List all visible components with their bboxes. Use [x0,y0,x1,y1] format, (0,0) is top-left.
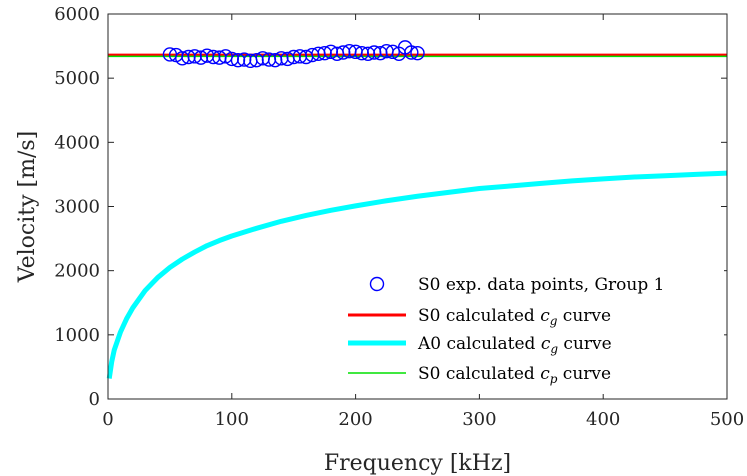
tick-labels: 0 100 200 300 400 500010002000300040005000600… [54,4,744,430]
x-tick-label: 300 [462,409,496,430]
y-axis-label: Velocity [m/s] [15,131,40,284]
legend-entry-label: S0 exp. data points, Group 1 [418,275,664,295]
data-point [385,44,400,60]
y-tick-label: 0 [89,389,100,410]
y-tick-label: 2000 [54,261,100,282]
y-tick-label: 5000 [54,68,100,89]
y-tick-label: 6000 [54,4,100,25]
series-line-2 [106,170,728,379]
data-point [410,45,425,61]
x-tick-label: 100 [215,409,249,430]
x-axis-label: Frequency [kHz] [324,451,511,476]
data-point [404,45,419,60]
y-tick-label: 1000 [54,325,100,346]
x-tick-label: 500 [710,409,744,430]
ticks-layer [107,13,728,400]
x-tick-label: 200 [338,409,372,430]
series-layer [106,40,728,379]
x-tick-label: 0 [102,409,113,430]
legend-marker [369,276,385,292]
x-tick-label: 400 [586,409,620,430]
legend-entry-label: S0 calculated cg curve [418,306,611,328]
y-tick-label: 3000 [54,197,100,218]
legend: S0 exp. data points, Group 1 S0 calculate… [340,264,724,394]
legend-entry-label: A0 calculated cg curve [417,334,612,356]
y-tick-label: 4000 [54,132,100,153]
legend-entry-label: S0 calculated cp curve [418,364,611,386]
